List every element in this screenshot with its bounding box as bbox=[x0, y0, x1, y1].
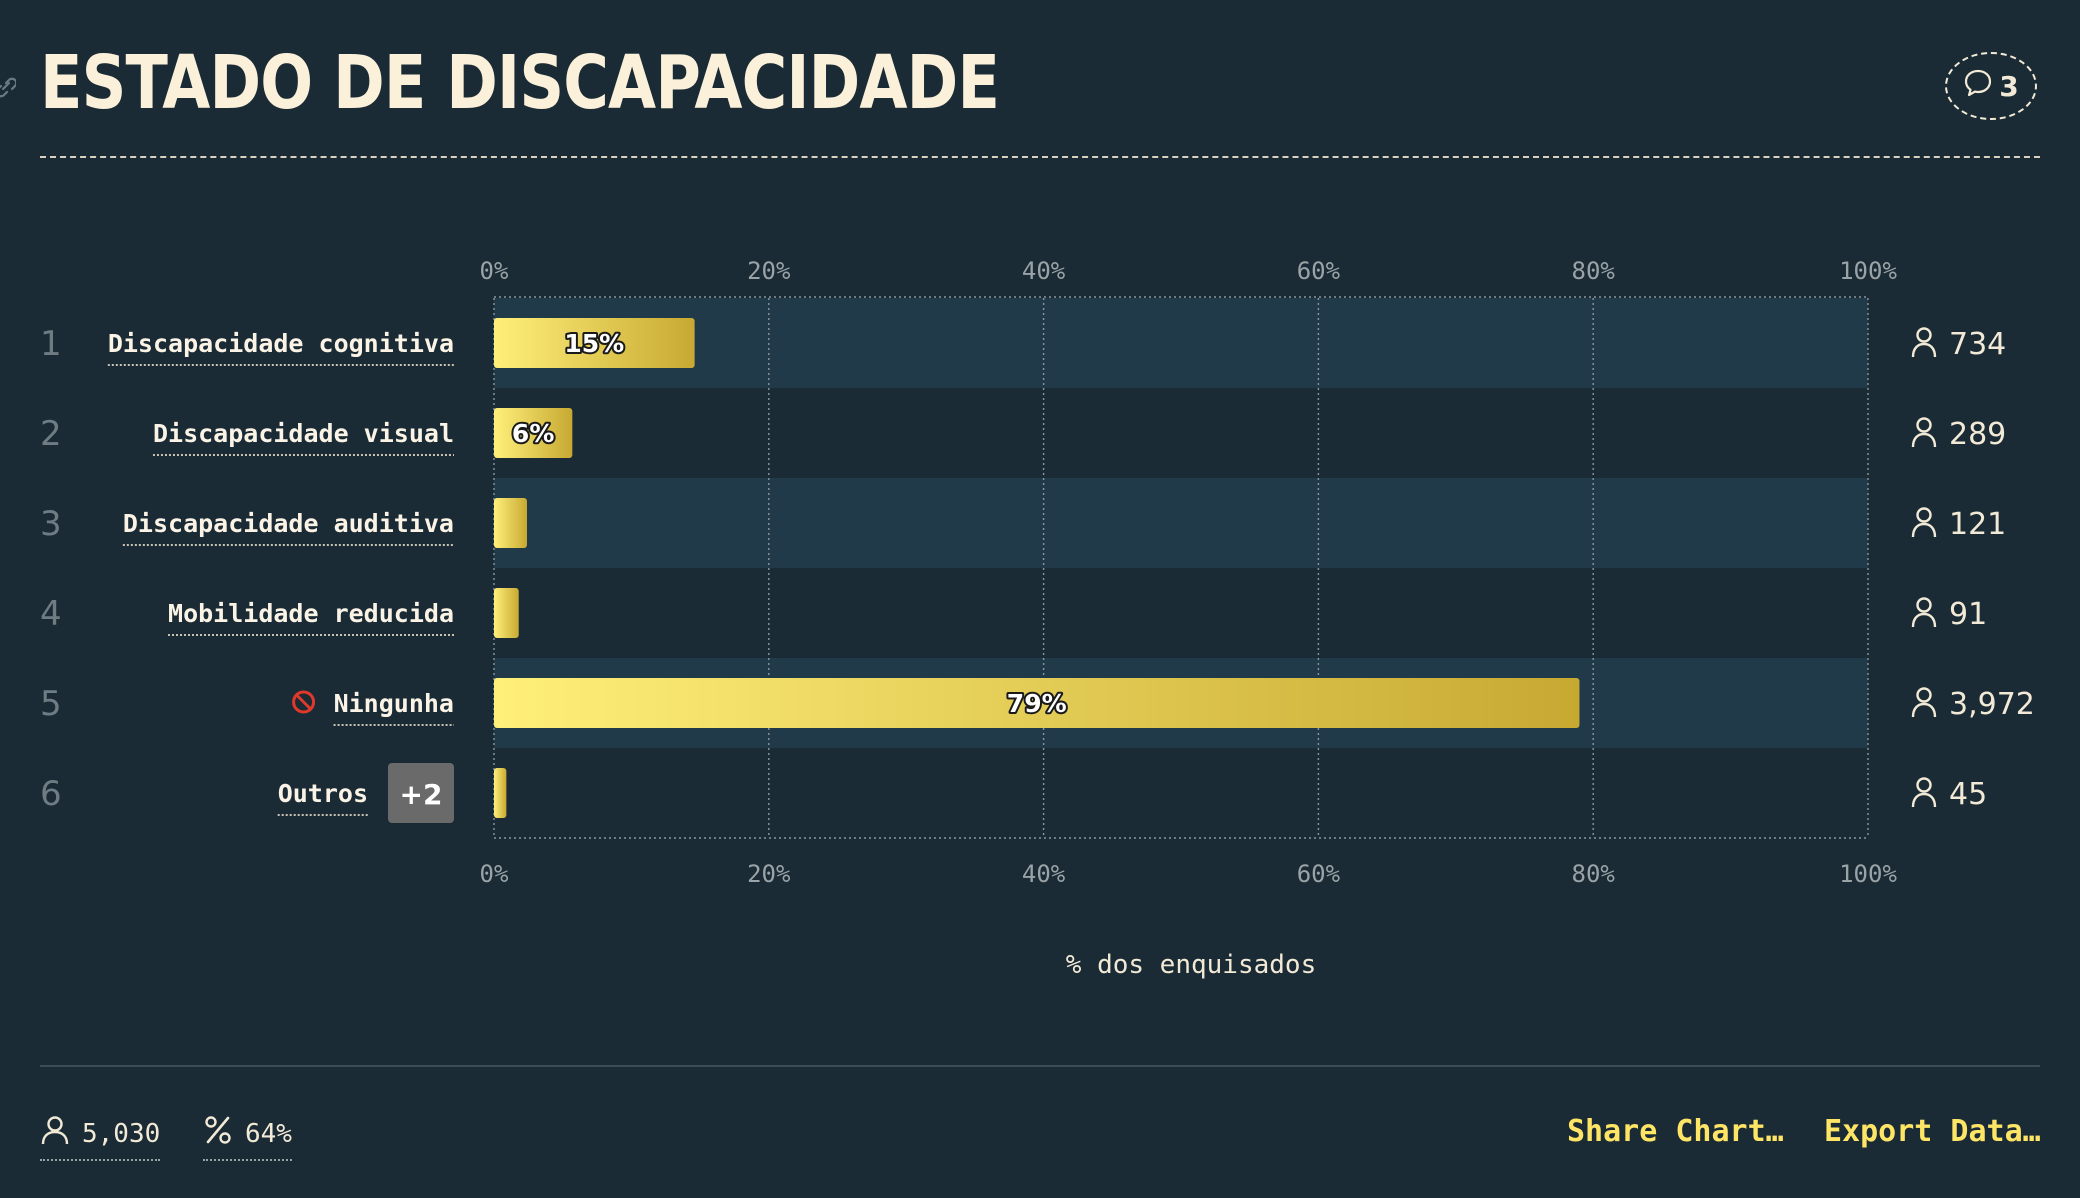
person-icon-body bbox=[1911, 612, 1937, 628]
bar[interactable] bbox=[494, 768, 507, 818]
link-icon[interactable] bbox=[0, 74, 18, 104]
person-icon-body bbox=[1911, 702, 1937, 718]
person-icon bbox=[1916, 327, 1932, 343]
share-chart-button[interactable]: Share Chart… bbox=[1567, 1114, 1784, 1149]
row-rank: 5 bbox=[40, 684, 62, 724]
person-icon-body bbox=[1911, 342, 1937, 358]
person-icon bbox=[1916, 777, 1932, 793]
person-icon bbox=[1916, 687, 1932, 703]
person-icon bbox=[1916, 597, 1932, 613]
row-count: 45 bbox=[1949, 777, 1987, 812]
row-count: 91 bbox=[1949, 597, 1987, 632]
respondents-count: 5,030 bbox=[82, 1118, 161, 1149]
row-label[interactable]: Mobilidade reducida bbox=[168, 599, 454, 628]
comment-count: 3 bbox=[1999, 69, 2019, 103]
x-tick-label-bottom: 40% bbox=[1022, 860, 1066, 888]
row-label[interactable]: Discapacidade cognitiva bbox=[108, 329, 454, 358]
bar[interactable] bbox=[494, 498, 527, 548]
x-tick-label-bottom: 0% bbox=[480, 860, 509, 888]
person-icon bbox=[1916, 507, 1932, 523]
row-rank: 1 bbox=[40, 324, 62, 364]
respondents-stat[interactable]: 5,030 bbox=[40, 1114, 161, 1161]
bar-value-label: 6% bbox=[512, 419, 554, 448]
row-count: 289 bbox=[1949, 417, 2006, 452]
row-rank: 6 bbox=[40, 774, 62, 814]
person-icon bbox=[1916, 417, 1932, 433]
row-rank: 2 bbox=[40, 414, 62, 454]
x-tick-label-bottom: 100% bbox=[1839, 860, 1897, 888]
row-count: 734 bbox=[1949, 327, 2006, 362]
no-entry-icon-slash bbox=[295, 693, 312, 711]
row-count: 3,972 bbox=[1949, 687, 2035, 722]
x-axis-title: % dos enquisados bbox=[1066, 950, 1316, 980]
person-icon bbox=[40, 1114, 70, 1153]
x-tick-label-bottom: 80% bbox=[1572, 860, 1616, 888]
percent-icon bbox=[203, 1114, 233, 1153]
bar-value-label: 79% bbox=[1007, 689, 1067, 718]
comments-button[interactable]: 3 bbox=[1945, 52, 2037, 120]
more-options-badge[interactable] bbox=[388, 763, 454, 823]
bar[interactable] bbox=[494, 588, 519, 638]
x-tick-label-top: 100% bbox=[1839, 257, 1897, 285]
person-icon-body bbox=[1911, 522, 1937, 538]
percent-value: 64% bbox=[245, 1118, 292, 1149]
row-rank: 3 bbox=[40, 504, 62, 544]
title-divider bbox=[40, 156, 2040, 158]
footer-divider bbox=[40, 1065, 2040, 1067]
more-options-badge-label[interactable]: +2 bbox=[400, 778, 443, 811]
bar[interactable] bbox=[494, 318, 695, 368]
person-icon-body bbox=[1911, 432, 1937, 448]
person-icon-body bbox=[1911, 792, 1937, 808]
chart-title: ESTADO DE DISCAPACIDADE bbox=[40, 40, 1000, 126]
bar-chart: 0% 0% 20% 20% 40% 40% 60% 60% 80% 80% 100% 100% % do… bbox=[40, 257, 2035, 980]
row-rank: 4 bbox=[40, 594, 62, 634]
x-tick-label-top: 0% bbox=[480, 257, 509, 285]
x-tick-label-top: 80% bbox=[1572, 257, 1616, 285]
no-entry-icon bbox=[292, 690, 316, 714]
x-tick-label-bottom: 20% bbox=[747, 860, 791, 888]
x-tick-label-top: 60% bbox=[1297, 257, 1341, 285]
row-label[interactable]: Discapacidade visual bbox=[153, 419, 454, 448]
row-count: 121 bbox=[1949, 507, 2006, 542]
percent-stat[interactable]: 64% bbox=[203, 1114, 292, 1161]
row-label[interactable]: Ningunha bbox=[334, 689, 454, 718]
row-label[interactable]: Outros bbox=[278, 779, 368, 808]
bar[interactable] bbox=[494, 408, 573, 458]
speech-bubble-icon bbox=[1963, 68, 1993, 105]
export-data-button[interactable]: Export Data… bbox=[1824, 1114, 2041, 1149]
x-tick-label-top: 40% bbox=[1022, 257, 1066, 285]
row-stripe bbox=[494, 478, 1868, 568]
row-label[interactable]: Discapacidade auditiva bbox=[123, 509, 454, 538]
x-tick-label-bottom: 60% bbox=[1297, 860, 1341, 888]
bar[interactable] bbox=[494, 678, 1580, 728]
x-tick-label-top: 20% bbox=[747, 257, 791, 285]
row-stripe bbox=[494, 298, 1868, 388]
bar-value-label: 15% bbox=[564, 329, 624, 358]
